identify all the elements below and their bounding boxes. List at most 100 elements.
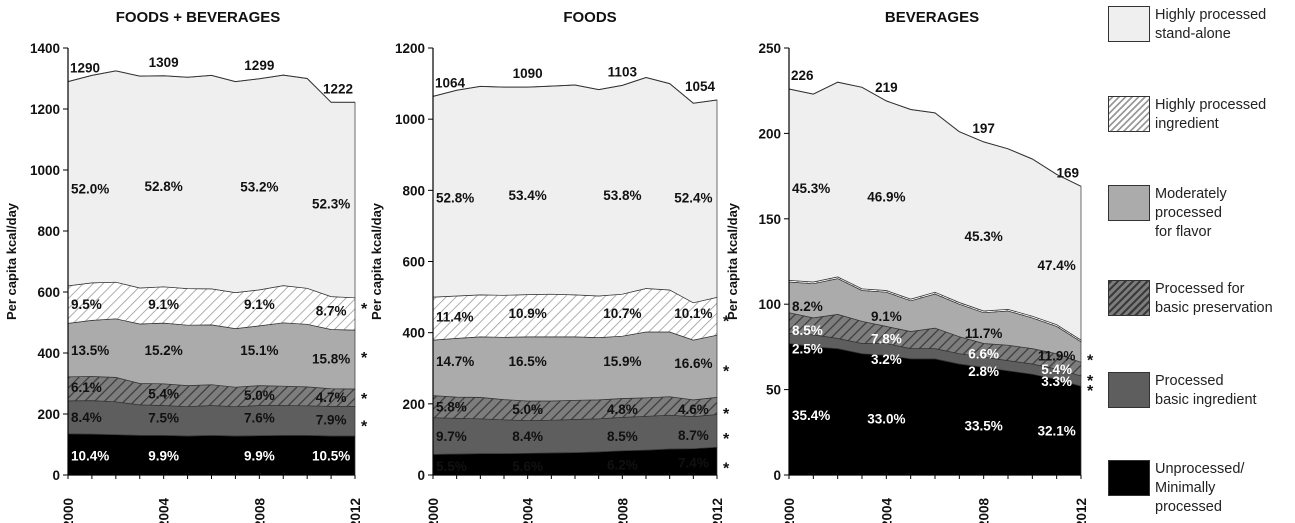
x-tick-label: 2004	[879, 497, 894, 523]
chart-panel-foods: FOODS 0 200 400 600 800 1000 1200 2000 2004 2008 20…	[369, 9, 730, 523]
x-tick-label: 2008	[252, 497, 267, 523]
x-tick-label: 2008	[615, 497, 630, 523]
percent-label: 7.4%	[678, 456, 709, 471]
percent-label: 53.4%	[509, 188, 547, 203]
y-tick-label: 0	[52, 468, 60, 483]
y-tick-label: 600	[402, 255, 425, 270]
x-tick-label: 2000	[61, 498, 76, 523]
area-top-outline	[67, 70, 355, 103]
percent-label: 6.1%	[71, 380, 102, 395]
y-tick-label: 1000	[30, 163, 60, 178]
percent-label: 8.4%	[71, 410, 102, 425]
legend-swatch-preservation	[1108, 280, 1150, 316]
percent-label: 33.5%	[965, 418, 1003, 433]
y-tick-label: 1200	[395, 41, 425, 56]
percent-label: 53.8%	[603, 188, 641, 203]
total-label: 1290	[70, 61, 100, 76]
percent-label: 9.9%	[148, 448, 179, 463]
total-label: 1090	[513, 66, 543, 81]
percent-label: 15.8%	[312, 351, 350, 366]
percent-label: 5.5%	[436, 459, 467, 474]
significance-star: *	[361, 350, 368, 367]
legend-label: Processed basic ingredient	[1155, 373, 1257, 408]
y-tick-label: 800	[402, 183, 425, 198]
percent-label: 9.1%	[871, 309, 902, 324]
y-tick-label: 50	[766, 383, 781, 398]
percent-label: 53.2%	[240, 179, 278, 194]
percent-label: 5.4%	[1041, 362, 1072, 377]
percent-label: 47.4%	[1038, 258, 1076, 273]
y-axis-label: Per capita kcal/day	[369, 202, 384, 320]
chart-panel-beverages: BEVERAGES 0 50 100 150 200 250 2000 2004 2008 2012…	[725, 9, 1094, 523]
percent-label: 52.8%	[145, 179, 183, 194]
percent-label: 52.8%	[436, 190, 474, 205]
significance-star: *	[723, 314, 730, 331]
percent-label: 5.0%	[244, 388, 275, 403]
percent-label: 11.7%	[965, 326, 1003, 341]
significance-star: *	[1087, 373, 1094, 390]
percent-label: 52.3%	[312, 197, 350, 212]
y-tick-label: 0	[773, 468, 781, 483]
total-label: 219	[875, 80, 898, 95]
percent-label: 4.6%	[678, 402, 709, 417]
chart-panel-foods-beverages: FOODS + BEVERAGES 0 200 400 600 800 1000 1200 14…	[4, 9, 368, 523]
y-tick-label: 200	[758, 126, 781, 141]
significance-star: *	[723, 431, 730, 448]
percent-label: 2.8%	[968, 364, 999, 379]
percent-label: 32.1%	[1038, 424, 1076, 439]
y-tick-label: 200	[402, 397, 425, 412]
percent-label: 45.3%	[965, 229, 1003, 244]
percent-label: 33.0%	[867, 412, 905, 427]
y-tick-label: 1400	[30, 41, 60, 56]
y-tick-label: 1000	[395, 112, 425, 127]
legend-label: Moderately processed for flavor	[1155, 186, 1227, 240]
percent-label: 8.7%	[316, 303, 347, 318]
percent-label: 7.9%	[316, 412, 347, 427]
percent-label: 11.4%	[436, 310, 474, 325]
percent-label: 9.1%	[244, 297, 275, 312]
y-tick-label: 600	[37, 285, 60, 300]
area-stand-alone	[67, 70, 356, 299]
y-axis-label: Per capita kcal/day	[725, 202, 740, 320]
x-tick-label: 2000	[782, 498, 797, 523]
legend-swatch-moderate	[1108, 185, 1150, 221]
y-tick-label: 200	[37, 407, 60, 422]
percent-label: 10.9%	[509, 306, 547, 321]
percent-label: 5.6%	[512, 459, 543, 474]
x-tick-label: 2000	[426, 498, 441, 523]
percent-label: 8.2%	[792, 299, 823, 314]
significance-star: *	[361, 391, 368, 408]
percent-label: 3.2%	[871, 352, 902, 367]
y-tick-label: 100	[758, 297, 781, 312]
percent-label: 10.4%	[71, 448, 109, 463]
x-tick-label: 2012	[1074, 498, 1089, 523]
percent-label: 5.0%	[512, 402, 543, 417]
percent-label: 35.4%	[792, 408, 830, 423]
legend: Highly processed stand-alone Highly proc…	[1108, 0, 1295, 523]
x-tick-label: 2012	[348, 498, 363, 523]
x-tick-label: 2012	[710, 498, 725, 523]
percent-label: 8.5%	[607, 429, 638, 444]
y-axis-label: Per capita kcal/day	[4, 202, 19, 320]
total-label: 1299	[244, 58, 274, 73]
percent-label: 3.3%	[1041, 374, 1072, 389]
percent-label: 16.5%	[509, 354, 547, 369]
significance-star: *	[1087, 352, 1094, 369]
percent-label: 10.1%	[674, 306, 712, 321]
legend-label: Highly processed stand-alone	[1155, 7, 1267, 42]
total-label: 1222	[323, 81, 353, 96]
total-label: 1064	[435, 75, 466, 90]
legend-swatch-basic-ingredient	[1108, 372, 1150, 408]
percent-label: 2.5%	[792, 342, 823, 357]
y-tick-label: 400	[37, 346, 60, 361]
percent-label: 5.8%	[436, 399, 467, 414]
percent-label: 7.8%	[871, 331, 902, 346]
total-label: 226	[791, 68, 814, 83]
percent-label: 15.1%	[240, 343, 278, 358]
chart-title: BEVERAGES	[885, 9, 979, 26]
total-label: 169	[1056, 165, 1079, 180]
percent-label: 10.7%	[603, 306, 641, 321]
percent-label: 9.1%	[148, 297, 179, 312]
area-top-outline	[432, 76, 718, 104]
y-tick-label: 400	[402, 326, 425, 341]
